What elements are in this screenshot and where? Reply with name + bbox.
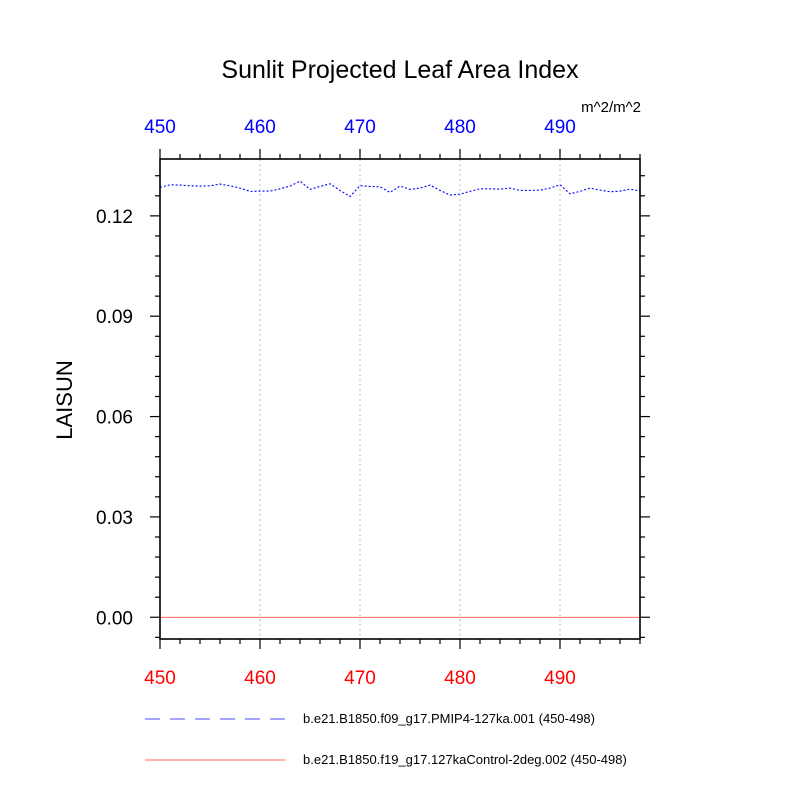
y-tick-label: 0.03 bbox=[96, 508, 133, 529]
x-tick-label-bottom: 480 bbox=[444, 668, 476, 689]
chart-title: Sunlit Projected Leaf Area Index bbox=[221, 56, 579, 84]
x-tick-label-top: 450 bbox=[144, 117, 176, 138]
tick-labels: 0.00 0.03 0.06 0.09 0.12 450 450 460 460 470 470 48… bbox=[96, 117, 576, 689]
y-tick-label: 0.06 bbox=[96, 408, 133, 429]
y-tick-label: 0.09 bbox=[96, 307, 133, 328]
y-axis-label: LAISUN bbox=[52, 360, 77, 439]
x-tick-label-top: 470 bbox=[344, 117, 376, 138]
series-line-1 bbox=[159, 180, 641, 198]
x-tick-label-top: 480 bbox=[444, 117, 476, 138]
x-tick-label-top: 490 bbox=[544, 117, 576, 138]
x-tick-label-bottom: 460 bbox=[244, 668, 276, 689]
units-label: m^2/m^2 bbox=[581, 99, 641, 116]
x-tick-label-bottom: 470 bbox=[344, 668, 376, 689]
legend: b.e21.B1850.f09_g17.PMIP4-127ka.001 (450… bbox=[145, 711, 627, 767]
y-tick-label: 0.00 bbox=[96, 608, 133, 629]
axis-ticks bbox=[150, 149, 650, 649]
legend-label-2: b.e21.B1850.f19_g17.127kaControl-2deg.00… bbox=[303, 752, 627, 767]
series-layer bbox=[159, 180, 641, 618]
x-tick-label-top: 460 bbox=[244, 117, 276, 138]
x-tick-label-bottom: 490 bbox=[544, 668, 576, 689]
y-tick-label: 0.12 bbox=[96, 207, 133, 228]
x-tick-label-bottom: 450 bbox=[144, 668, 176, 689]
legend-label-1: b.e21.B1850.f09_g17.PMIP4-127ka.001 (450… bbox=[303, 711, 595, 726]
plot-frame bbox=[159, 158, 641, 640]
grid-lines bbox=[259, 159, 561, 639]
